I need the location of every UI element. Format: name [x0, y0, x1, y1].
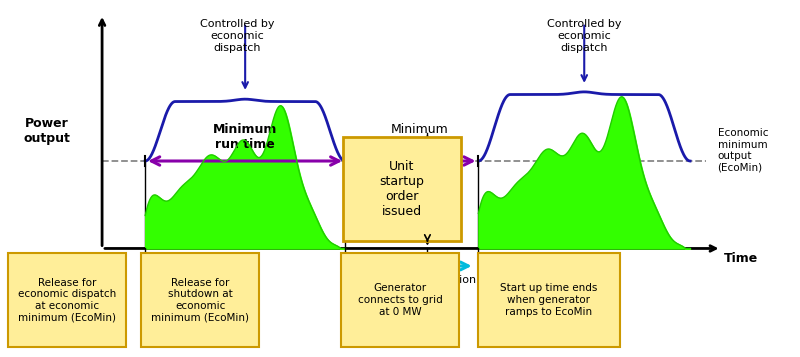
Text: Release for
economic dispatch
at economic
minimum (EcoMin): Release for economic dispatch at economi… — [18, 278, 116, 322]
Text: Notification
time: Notification time — [413, 275, 477, 296]
Text: Controlled by
economic
dispatch: Controlled by economic dispatch — [547, 19, 622, 52]
Text: Unit
startup
order
issued: Unit startup order issued — [379, 160, 424, 218]
FancyBboxPatch shape — [342, 137, 461, 241]
Text: Power
output: Power output — [24, 117, 70, 145]
FancyBboxPatch shape — [341, 253, 459, 347]
FancyBboxPatch shape — [141, 253, 259, 347]
Text: Economic
minimum
output
(EcoMin): Economic minimum output (EcoMin) — [718, 128, 768, 173]
FancyBboxPatch shape — [8, 253, 126, 347]
Text: Controlled by
economic
dispatch: Controlled by economic dispatch — [200, 19, 274, 52]
Text: Start up time ends
when generator
ramps to EcoMin: Start up time ends when generator ramps … — [500, 283, 598, 317]
FancyBboxPatch shape — [478, 253, 620, 347]
Text: Release for
shutdown at
economic
minimum (EcoMin): Release for shutdown at economic minimum… — [151, 278, 249, 322]
Text: Time: Time — [724, 252, 758, 266]
Text: Minimum
run time: Minimum run time — [213, 122, 278, 151]
Text: Minimum
down time: Minimum down time — [386, 122, 453, 151]
Text: Generator
connects to grid
at 0 MW: Generator connects to grid at 0 MW — [358, 283, 442, 317]
